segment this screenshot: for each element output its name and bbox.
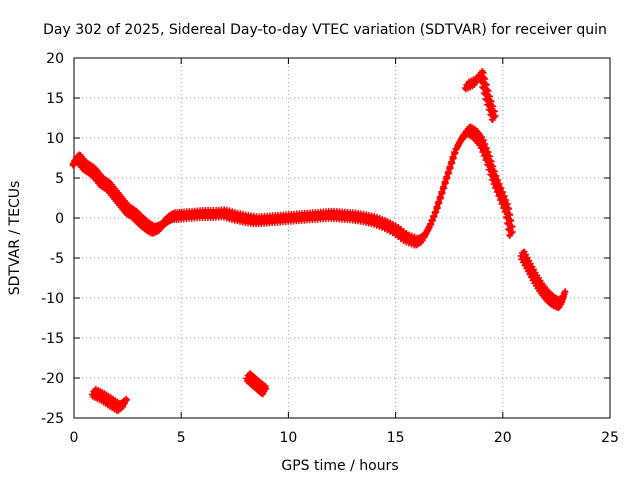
data-point	[260, 389, 267, 396]
x-tick-label: 20	[494, 430, 512, 446]
data-points	[69, 68, 569, 414]
data-point	[484, 87, 491, 93]
data-point	[120, 401, 127, 407]
data-point	[445, 168, 452, 175]
y-tick-label: -20	[41, 371, 64, 387]
data-point	[123, 397, 130, 403]
data-point	[480, 70, 487, 76]
data-point	[437, 193, 444, 200]
y-tick-label: 15	[46, 91, 64, 107]
data-point	[440, 183, 447, 190]
data-point	[426, 225, 433, 231]
data-point	[481, 75, 488, 81]
data-point	[491, 108, 498, 115]
plot-frame	[73, 57, 611, 419]
series-main-trace	[69, 123, 516, 249]
series-late-segment	[517, 248, 569, 312]
data-point	[488, 98, 495, 105]
data-point	[483, 81, 490, 87]
data-point	[479, 69, 486, 75]
data-point	[450, 153, 457, 160]
y-tick-label: -5	[50, 251, 64, 267]
data-point	[447, 163, 454, 170]
data-point	[489, 117, 496, 123]
data-point	[490, 163, 497, 170]
data-point	[482, 76, 489, 82]
data-point	[488, 158, 495, 165]
series-mid-low	[243, 370, 270, 398]
x-tick-label: 0	[70, 430, 79, 446]
data-point	[487, 153, 494, 160]
data-point	[263, 385, 270, 392]
data-point	[429, 217, 436, 223]
data-point	[439, 188, 446, 195]
x-axis-label: GPS time / hours	[281, 458, 398, 474]
y-tick-label: 0	[55, 211, 64, 227]
data-point	[562, 289, 569, 295]
data-point	[435, 198, 442, 205]
data-point	[509, 229, 516, 235]
x-tick-label: 15	[387, 430, 405, 446]
series-peak-segment	[461, 68, 499, 123]
data-point	[485, 88, 492, 94]
data-point	[432, 208, 439, 215]
data-point	[448, 158, 455, 165]
x-tick-label: 10	[279, 430, 297, 446]
data-point	[483, 82, 490, 88]
data-point	[490, 103, 497, 110]
data-point	[443, 173, 450, 180]
data-point	[492, 113, 499, 119]
grid	[74, 58, 610, 418]
series-early-low	[88, 385, 130, 414]
y-tick-label: 10	[46, 131, 64, 147]
y-tick-label: -25	[41, 411, 64, 427]
y-tick-label: 20	[46, 51, 64, 67]
y-tick-label: 5	[55, 171, 64, 187]
data-point	[427, 221, 434, 227]
data-point	[559, 293, 566, 299]
y-tick-label: -15	[41, 331, 64, 347]
data-point	[424, 228, 431, 235]
y-tick-label: -10	[41, 291, 64, 307]
x-tick-label: 25	[601, 430, 619, 446]
data-point	[487, 93, 494, 100]
axis-ticks: 0 5 10 15 20 25 -25 -20 -15 -10 -5 0 5 10 15 20	[41, 51, 619, 446]
data-point	[491, 168, 498, 175]
chart-title: Day 302 of 2025, Sidereal Day-to-day VTE…	[43, 22, 607, 38]
data-point	[434, 203, 441, 210]
data-point	[431, 213, 438, 219]
data-point	[506, 233, 513, 239]
y-axis-label: SDTVAR / TECUs	[7, 181, 23, 296]
x-tick-label: 5	[177, 430, 186, 446]
data-point	[442, 178, 449, 185]
